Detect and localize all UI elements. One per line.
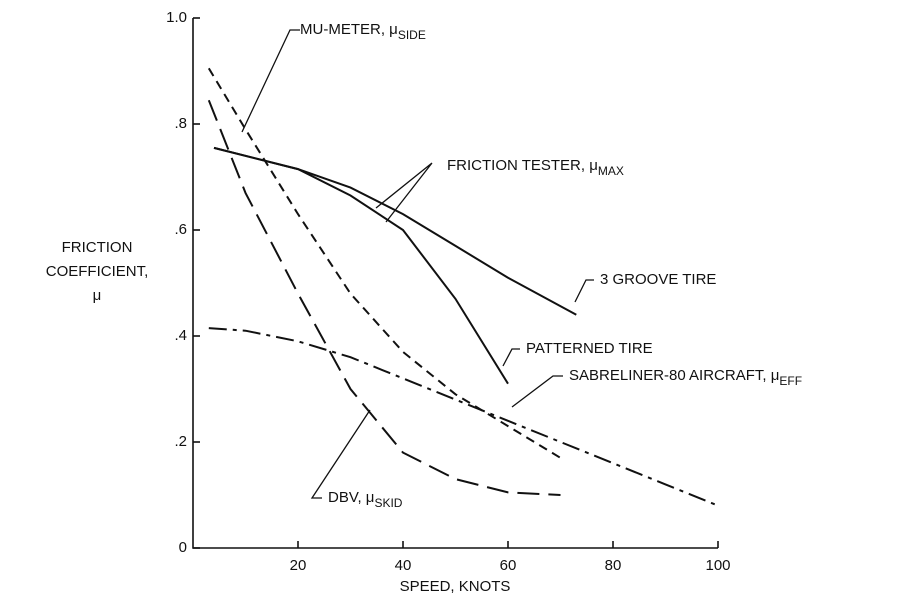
series-name: PATTERNED TIRE <box>526 340 653 357</box>
series-name: SABRELINER-80 AIRCRAFT, μ <box>569 367 779 384</box>
x-axis-label: SPEED, KNOTS <box>400 578 511 595</box>
y-tick-label: 1.0 <box>166 9 187 26</box>
leader <box>241 29 300 133</box>
series-name: 3 GROOVE TIRE <box>600 271 716 288</box>
y-tick-label: 0 <box>179 539 187 556</box>
y-axis-label: μ <box>93 287 102 304</box>
leader <box>375 162 433 223</box>
x-tick-label: 40 <box>395 557 412 574</box>
y-tick-label: .2 <box>174 433 187 450</box>
x-tick-label: 100 <box>705 557 730 574</box>
series-name-sub: EFF <box>779 374 802 388</box>
x-tick-label: 60 <box>500 557 517 574</box>
leader <box>502 348 520 367</box>
series-name: DBV, μ <box>328 489 374 506</box>
y-tick-label: .6 <box>174 221 187 238</box>
series-label: PATTERNED TIRE <box>526 340 653 357</box>
y-axis-label: COEFFICIENT, <box>46 263 149 280</box>
y-tick-label: .8 <box>174 115 187 132</box>
series-name-sub: SKID <box>374 496 402 510</box>
leader <box>574 279 594 303</box>
annotation-text: FRICTION TESTER, μ <box>447 157 598 174</box>
series-label: MU-METER, μSIDE <box>300 21 426 42</box>
series-line <box>207 67 562 459</box>
annotation-sub: MAX <box>598 164 624 178</box>
series-line <box>208 327 719 507</box>
y-axis-label: FRICTION <box>62 239 133 256</box>
leader <box>511 375 563 408</box>
series-line <box>207 99 561 496</box>
x-tick-label: 20 <box>290 557 307 574</box>
y-tick-label: .4 <box>174 327 187 344</box>
series-name: MU-METER, μ <box>300 21 398 38</box>
x-tick-label: 80 <box>605 557 622 574</box>
leaders <box>241 29 594 499</box>
series-line <box>213 146 509 385</box>
series-label: SABRELINER-80 AIRCRAFT, μEFF <box>569 367 802 388</box>
annotation: FRICTION TESTER, μMAX <box>447 157 624 178</box>
series-label: 3 GROOVE TIRE <box>600 271 716 288</box>
leader <box>310 409 371 499</box>
series-name-sub: SIDE <box>398 28 426 42</box>
series-label: DBV, μSKID <box>328 489 403 510</box>
